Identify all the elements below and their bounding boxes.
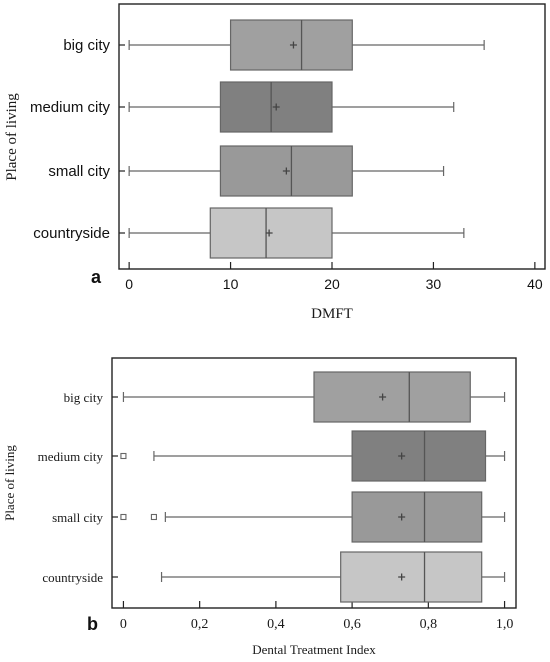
y-tick-label: big city [63, 37, 110, 54]
x-tick-label: 30 [426, 276, 442, 292]
x-tick-label: 0,8 [420, 617, 438, 632]
mean-marker [398, 573, 406, 581]
x-axis-label: DMFT [311, 306, 353, 322]
y-tick-label: medium city [30, 99, 111, 116]
y-tick-label: medium city [38, 449, 104, 464]
x-tick-label: 0,2 [191, 617, 209, 632]
x-tick-label: 10 [223, 276, 239, 292]
box-small-city: small city [48, 145, 445, 197]
outlier-point [150, 513, 157, 521]
box-countryside: countryside [33, 207, 465, 259]
x-axis-label: Dental Treatment Index [252, 642, 376, 657]
mean-marker [379, 393, 387, 401]
mean-marker [289, 41, 297, 49]
x-tick-label: 0,4 [267, 617, 285, 632]
mean-marker [398, 452, 406, 460]
chart-panel-b: 0 0,2 0,4 0,6 0,8 1,0 Dental Treatment Index Pl… [2, 357, 517, 657]
x-tick-label: 0 [125, 276, 133, 292]
box-iqr [313, 371, 471, 423]
box-iqr [351, 491, 483, 543]
box-medium-city: medium city [38, 430, 506, 482]
outlier-point [120, 513, 127, 521]
y-axis-label: Place of living [4, 93, 20, 181]
outlier-point [120, 452, 127, 460]
box-medium-city: medium city [30, 81, 455, 133]
box-countryside: countryside [42, 551, 506, 603]
y-tick-label: countryside [33, 225, 110, 242]
mean-marker [265, 229, 273, 237]
y-tick-label: small city [52, 510, 103, 525]
box-iqr [351, 430, 487, 482]
box-iqr [340, 551, 483, 603]
box-small-city: small city [52, 491, 506, 543]
x-tick-label: 40 [527, 276, 543, 292]
y-tick-label: big city [64, 390, 104, 405]
box-big-city: big city [63, 19, 485, 71]
y-axis-label: Place of living [2, 445, 17, 521]
panel-label: b [87, 614, 98, 634]
x-tick-label: 0 [120, 617, 127, 632]
x-tick-label: 0,6 [343, 617, 361, 632]
y-tick-label: small city [48, 163, 110, 180]
x-tick-label: 20 [324, 276, 340, 292]
mean-marker [282, 167, 290, 175]
y-tick-label: countryside [42, 570, 103, 585]
panel-label: a [91, 267, 102, 287]
mean-marker [398, 513, 406, 521]
x-tick-label: 1,0 [496, 617, 514, 632]
plot-frame [111, 357, 517, 609]
box-big-city: big city [64, 371, 506, 423]
mean-marker [272, 103, 280, 111]
chart-panel-a: 0 10 20 30 40 DMFT Place of living a big city med… [4, 3, 546, 322]
